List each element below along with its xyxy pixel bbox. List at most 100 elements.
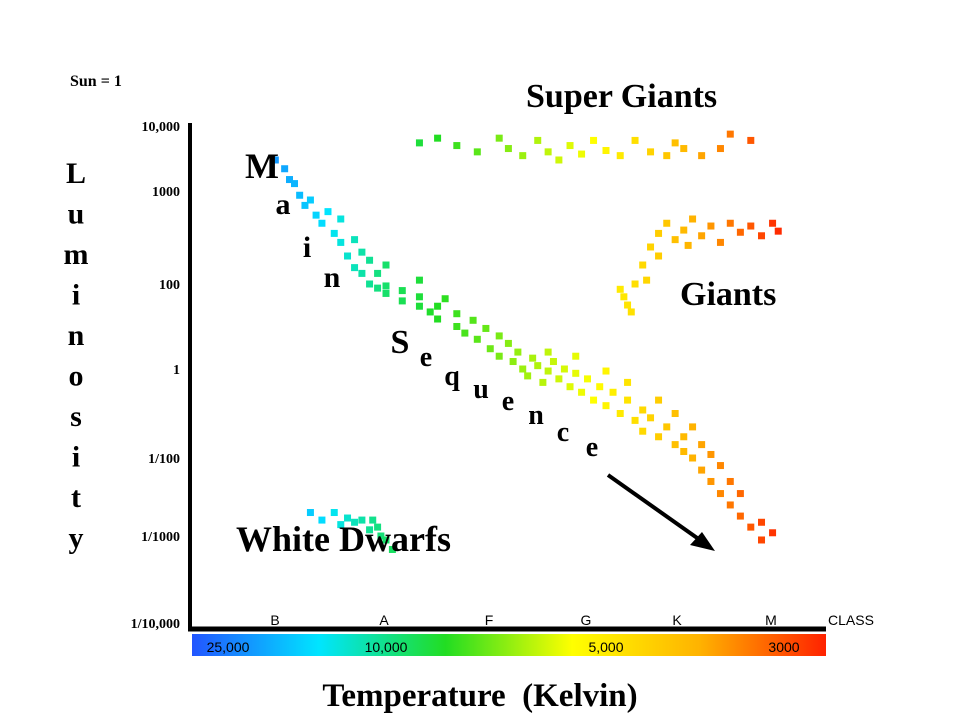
star-point [351, 264, 359, 272]
star-point [560, 365, 568, 373]
spectral-class-label: M [765, 612, 777, 628]
star-point [624, 301, 632, 309]
star-point [296, 191, 304, 199]
star-point [684, 241, 692, 249]
star-point [647, 243, 655, 251]
star-point [495, 352, 503, 360]
star-point [534, 136, 542, 144]
star-point [509, 358, 517, 366]
star-point [519, 365, 527, 373]
star-point [590, 396, 598, 404]
star-point [291, 180, 299, 188]
star-point [374, 269, 382, 277]
star-point [647, 148, 655, 156]
star-point [663, 423, 671, 431]
star-point [726, 219, 734, 227]
star-point [655, 252, 663, 260]
star-point [631, 416, 639, 424]
star-point [639, 406, 647, 414]
star-point [616, 285, 624, 293]
star-point [716, 145, 724, 153]
y-tick-label: 100 [159, 278, 180, 293]
star-point [680, 447, 688, 455]
star-point [671, 139, 679, 147]
label-main-letter: a [276, 188, 291, 221]
star-point [671, 236, 679, 244]
star-point [504, 145, 512, 153]
star-point [426, 308, 434, 316]
star-point [324, 208, 332, 216]
label-sequence-letter: c [557, 417, 569, 448]
x-axis-label: Temperature (Kelvin) [322, 678, 637, 714]
star-point [306, 196, 314, 204]
sun-note: Sun = 1 [70, 73, 122, 90]
star-point [631, 136, 639, 144]
star-point [689, 423, 697, 431]
temperature-tick-label: 10,000 [365, 639, 408, 655]
star-point [358, 516, 366, 524]
star-point [639, 261, 647, 269]
star-point [473, 335, 481, 343]
star-point [698, 152, 706, 160]
label-super-giants: Super Giants [526, 78, 717, 115]
star-point [382, 282, 390, 290]
y-tick-label: 1/1000 [141, 530, 180, 545]
star-point [330, 509, 338, 517]
star-point [271, 156, 279, 164]
star-point [655, 229, 663, 237]
star-point [707, 450, 715, 458]
star-point [698, 466, 706, 474]
star-point [663, 152, 671, 160]
spectral-class-label: F [485, 612, 494, 628]
star-point [453, 323, 461, 330]
star-point [578, 388, 586, 396]
star-point [758, 536, 766, 544]
star-point [572, 369, 580, 377]
star-point [747, 222, 755, 230]
star-point [415, 139, 423, 147]
label-sequence-letter: e [502, 386, 514, 417]
star-point [643, 276, 651, 284]
star-point [514, 348, 522, 356]
star-point [736, 490, 744, 498]
y-axis-label-letter: y [69, 522, 84, 555]
star-points [271, 130, 782, 553]
y-axis-label-letter: s [70, 400, 82, 433]
star-point [671, 441, 679, 449]
star-point [774, 227, 782, 235]
star-point [351, 236, 359, 244]
y-axis-label-letter: L [66, 157, 86, 190]
star-point [306, 509, 314, 517]
star-point [504, 339, 512, 347]
y-tick-label: 1 [173, 363, 180, 378]
y-tick-label: 10,000 [142, 120, 181, 135]
star-point [358, 248, 366, 256]
label-sequence-letter: e [420, 342, 432, 373]
star-point [495, 134, 503, 142]
star-point [555, 375, 563, 383]
star-point [544, 348, 552, 356]
star-point [369, 516, 377, 524]
star-point [758, 232, 766, 240]
star-point [572, 352, 580, 360]
star-point [351, 518, 359, 526]
label-sequence-letter: u [473, 374, 489, 405]
temperature-tick-labels: 25,000 10,000 5,000 3000 [207, 639, 800, 655]
star-point [639, 427, 647, 435]
star-point [716, 462, 724, 470]
temperature-color-bar [192, 634, 826, 656]
star-point [602, 367, 610, 375]
temperature-tick-label: 5,000 [588, 639, 623, 655]
star-point [769, 529, 777, 537]
y-tick-label: 1000 [152, 185, 180, 200]
star-point [620, 293, 628, 301]
star-point [747, 523, 755, 531]
star-point [318, 219, 326, 227]
star-point [441, 295, 449, 303]
star-point [453, 142, 461, 150]
star-point [616, 410, 624, 417]
star-point [486, 345, 494, 353]
